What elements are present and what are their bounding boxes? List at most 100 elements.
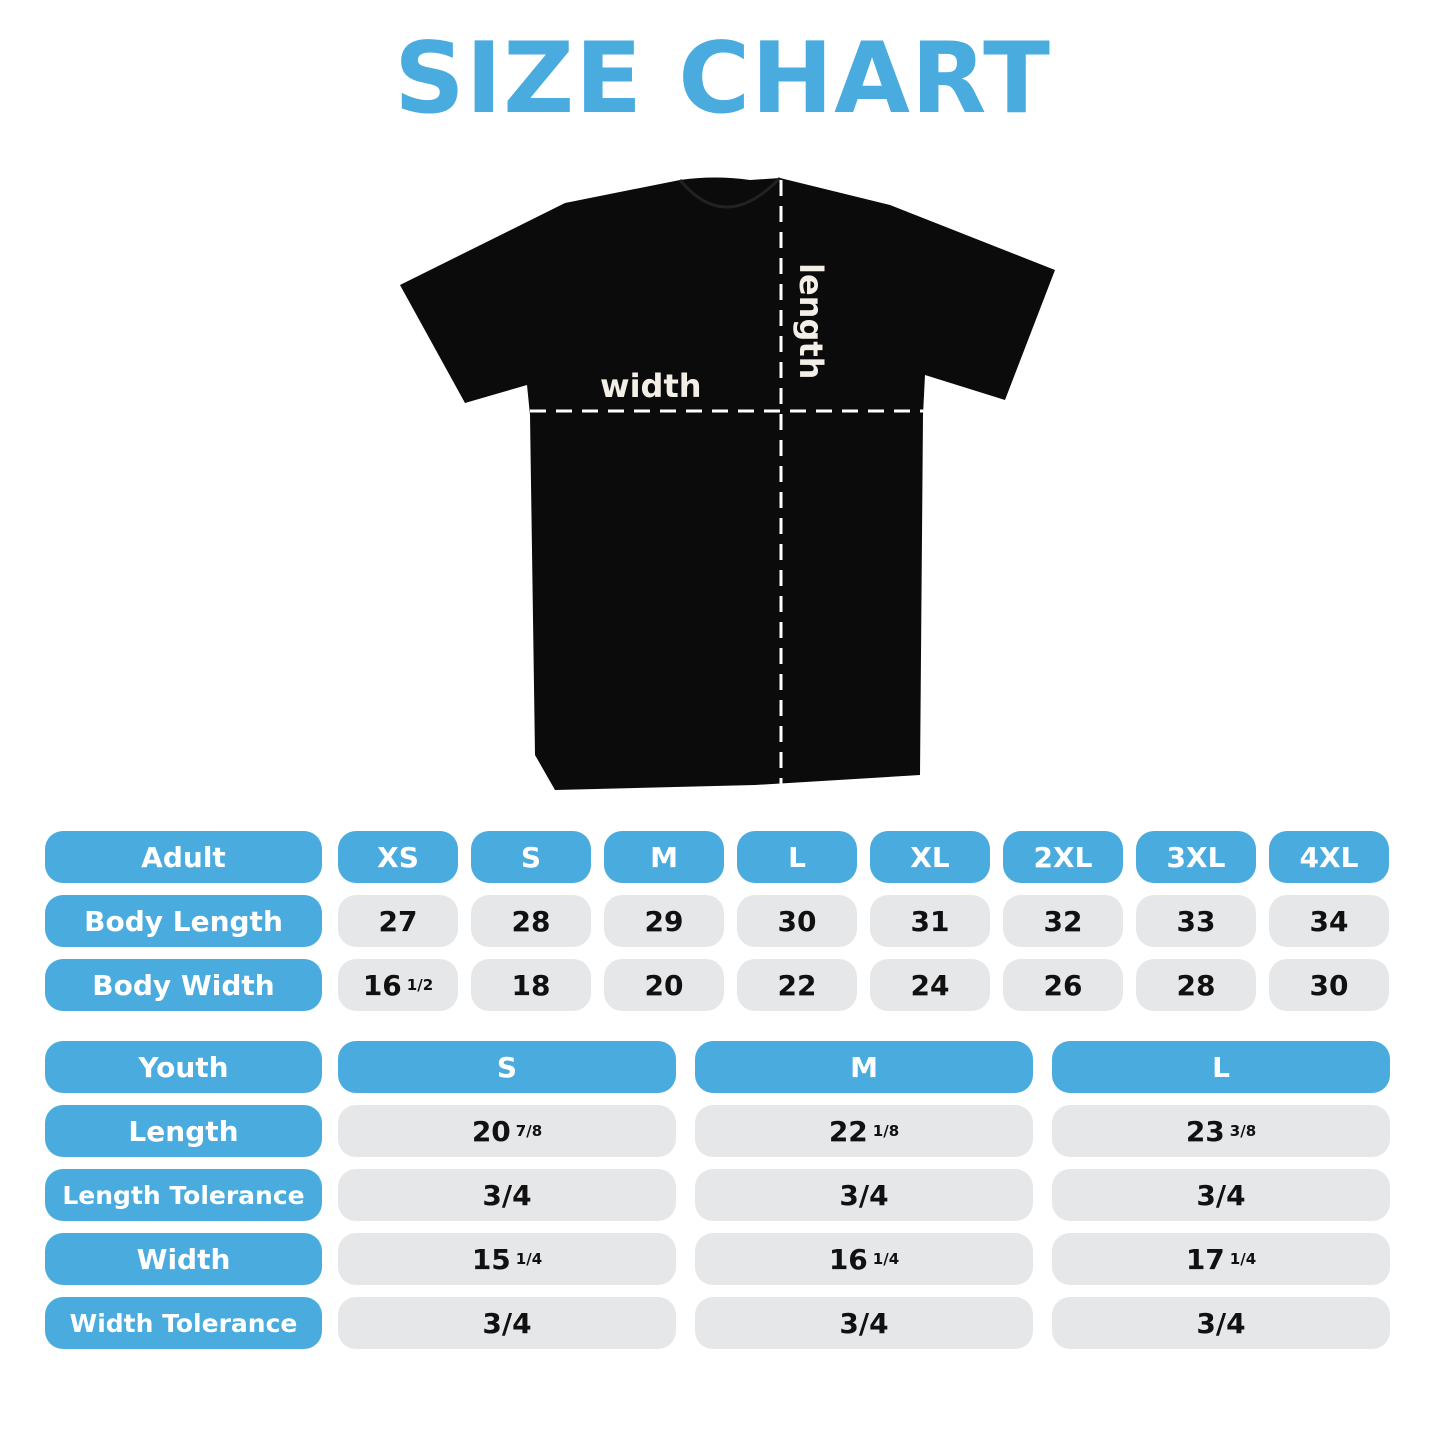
cell-text: Youth (138, 1050, 229, 1084)
youth-value-cell: 16 1/4 (695, 1233, 1033, 1285)
cell-text: 3/4 (1196, 1178, 1246, 1212)
cell-text: XS (377, 840, 419, 874)
cell-text: 3/4 (839, 1306, 889, 1340)
adult-size-header: XS (338, 831, 458, 883)
width-label: width (600, 367, 702, 405)
cell-text: 33 (1176, 904, 1216, 938)
youth-header: Youth (45, 1041, 322, 1093)
cell-fraction: 1/2 (406, 976, 434, 994)
adult-size-header: 4XL (1269, 831, 1389, 883)
cell-text: S (520, 840, 542, 874)
cell-text: XL (910, 840, 950, 874)
adult-size-header: S (471, 831, 591, 883)
tshirt-shape (400, 177, 1055, 790)
adult-value-cell: 33 (1136, 895, 1256, 947)
youth-value-cell: 20 7/8 (338, 1105, 676, 1157)
cell-text: 32 (1043, 904, 1083, 938)
adult-row-label: Body Length (45, 895, 322, 947)
adult-value-cell: 20 (604, 959, 724, 1011)
cell-fraction: 1/4 (515, 1250, 543, 1268)
cell-text: 27 (378, 904, 418, 938)
cell-text: 28 (511, 904, 551, 938)
adult-size-header: 3XL (1136, 831, 1256, 883)
youth-value-cell: 3/4 (695, 1297, 1033, 1349)
cell-text: Width (136, 1242, 231, 1276)
length-label: length (792, 263, 830, 379)
adult-header: Adult (45, 831, 322, 883)
cell-text: 26 (1043, 968, 1083, 1002)
youth-row-label: Width Tolerance (45, 1297, 322, 1349)
cell-text: 3/4 (482, 1178, 532, 1212)
cell-text: S (496, 1050, 518, 1084)
cell-text: Length (128, 1114, 239, 1148)
adult-value-cell: 34 (1269, 895, 1389, 947)
youth-row-label: Length (45, 1105, 322, 1157)
cell-fraction: 1/4 (872, 1250, 900, 1268)
youth-value-cell: 3/4 (338, 1169, 676, 1221)
cell-text: 20 (471, 1114, 511, 1148)
cell-text: 16 (362, 968, 402, 1002)
adult-value-cell: 28 (1136, 959, 1256, 1011)
cell-text: 22 (828, 1114, 868, 1148)
cell-text: M (850, 1050, 878, 1084)
cell-text: 3XL (1166, 840, 1226, 874)
cell-text: M (650, 840, 678, 874)
youth-value-cell: 3/4 (695, 1169, 1033, 1221)
adult-value-cell: 24 (870, 959, 990, 1011)
cell-fraction: 1/4 (1229, 1250, 1257, 1268)
adult-value-cell: 26 (1003, 959, 1123, 1011)
cell-text: Width Tolerance (69, 1308, 298, 1338)
adult-value-cell: 27 (338, 895, 458, 947)
adult-value-cell: 31 (870, 895, 990, 947)
adult-value-cell: 30 (737, 895, 857, 947)
cell-fraction: 1/8 (872, 1122, 900, 1140)
youth-size-header: S (338, 1041, 676, 1093)
cell-fraction: 3/8 (1229, 1122, 1257, 1140)
adult-value-cell: 22 (737, 959, 857, 1011)
youth-value-cell: 3/4 (1052, 1297, 1390, 1349)
cell-text: 30 (777, 904, 817, 938)
youth-value-cell: 17 1/4 (1052, 1233, 1390, 1285)
adult-size-header: M (604, 831, 724, 883)
youth-row-label: Length Tolerance (45, 1169, 322, 1221)
page-title: SIZE CHART (394, 22, 1051, 136)
cell-text: Length Tolerance (62, 1180, 305, 1210)
cell-text: 4XL (1299, 840, 1359, 874)
adult-value-cell: 29 (604, 895, 724, 947)
adult-value-cell: 30 (1269, 959, 1389, 1011)
cell-text: 28 (1176, 968, 1216, 1002)
youth-size-header: M (695, 1041, 1033, 1093)
cell-text: 34 (1309, 904, 1349, 938)
collar (678, 176, 782, 209)
adult-value-cell: 18 (471, 959, 591, 1011)
cell-text: Body Width (92, 968, 275, 1002)
cell-text: 3/4 (1196, 1306, 1246, 1340)
cell-text: L (1212, 1050, 1230, 1084)
adult-value-cell: 32 (1003, 895, 1123, 947)
cell-text: 31 (910, 904, 950, 938)
cell-text: Body Length (84, 904, 283, 938)
adult-size-header: XL (870, 831, 990, 883)
youth-value-cell: 23 3/8 (1052, 1105, 1390, 1157)
adult-size-header: 2XL (1003, 831, 1123, 883)
cell-text: 2XL (1033, 840, 1093, 874)
youth-value-cell: 3/4 (1052, 1169, 1390, 1221)
tshirt-illustration: width length (400, 176, 1055, 790)
cell-text: 29 (644, 904, 684, 938)
cell-text: Adult (141, 840, 226, 874)
youth-value-cell: 22 1/8 (695, 1105, 1033, 1157)
cell-text: 17 (1185, 1242, 1225, 1276)
adult-row-label: Body Width (45, 959, 322, 1011)
youth-row-label: Width (45, 1233, 322, 1285)
cell-text: 22 (777, 968, 817, 1002)
cell-text: 18 (511, 968, 551, 1002)
adult-value-cell: 28 (471, 895, 591, 947)
cell-text: 3/4 (482, 1306, 532, 1340)
youth-value-cell: 3/4 (338, 1297, 676, 1349)
cell-text: 20 (644, 968, 684, 1002)
cell-text: 3/4 (839, 1178, 889, 1212)
cell-text: L (788, 840, 806, 874)
cell-text: 16 (828, 1242, 868, 1276)
adult-size-header: L (737, 831, 857, 883)
cell-fraction: 7/8 (515, 1122, 543, 1140)
